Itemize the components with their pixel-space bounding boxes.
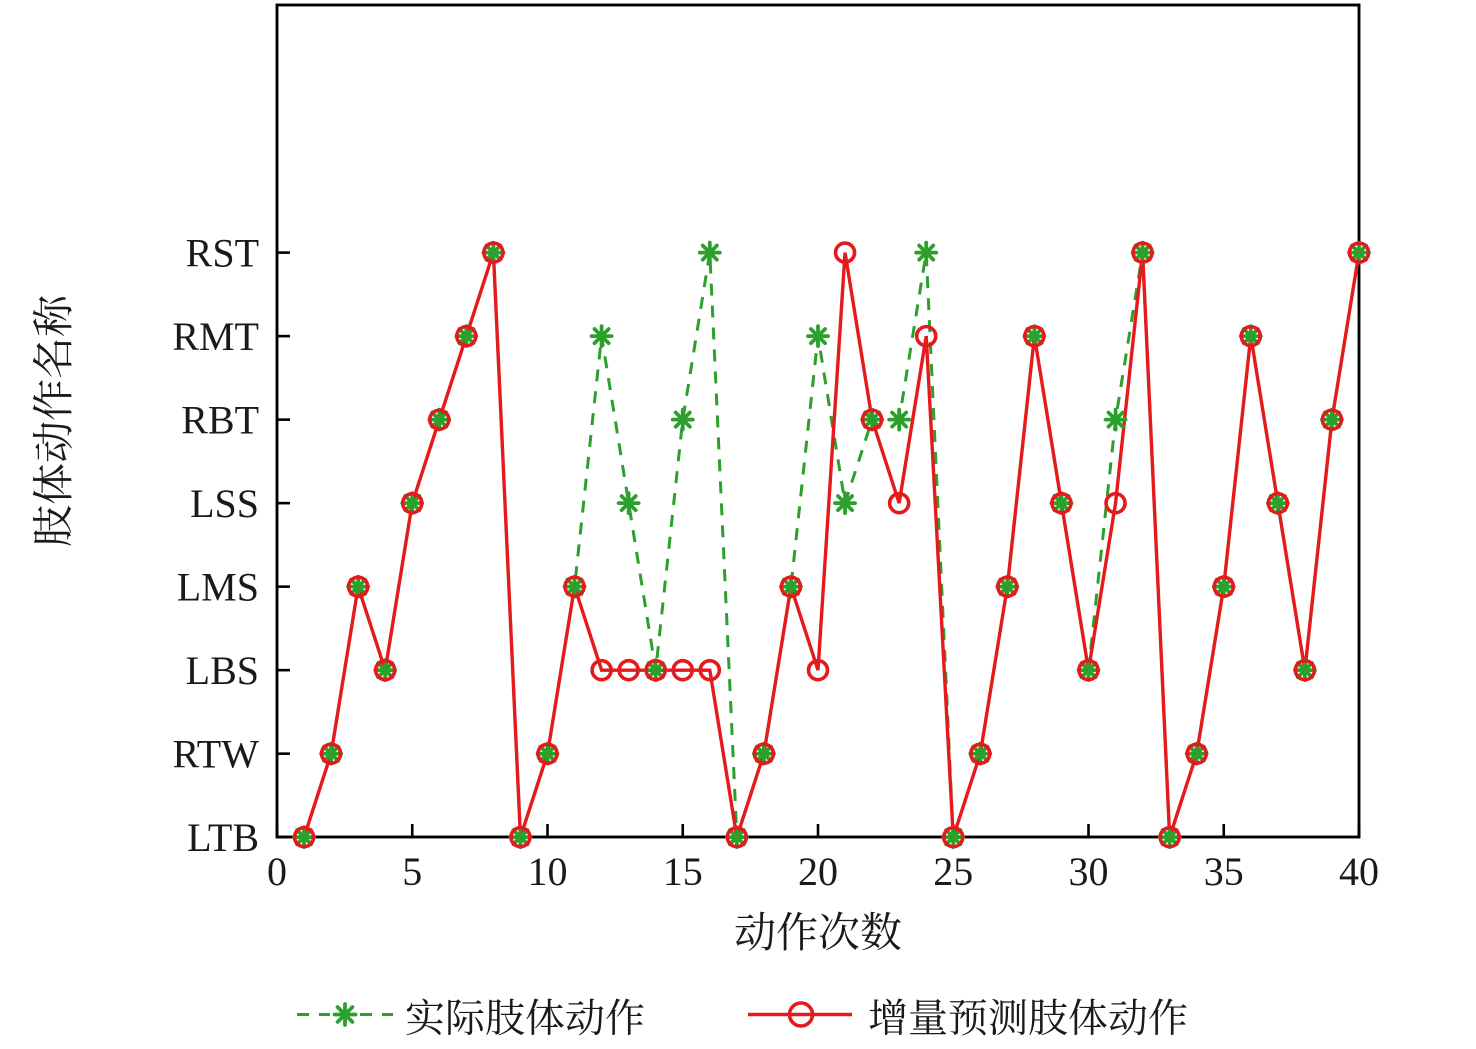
svg-text:10: 10 (528, 849, 568, 894)
svg-text:动作次数: 动作次数 (734, 911, 902, 957)
svg-text:LTB: LTB (187, 815, 259, 860)
svg-text:RST: RST (186, 231, 259, 276)
svg-text:增量预测肢体动作: 增量预测肢体动作 (868, 996, 1188, 1041)
svg-text:30: 30 (1069, 849, 1109, 894)
svg-text:35: 35 (1204, 849, 1244, 894)
svg-text:实际肢体动作: 实际肢体动作 (405, 996, 645, 1041)
svg-text:0: 0 (267, 849, 287, 894)
svg-text:15: 15 (663, 849, 703, 894)
svg-text:40: 40 (1339, 849, 1379, 894)
svg-text:RBT: RBT (181, 398, 259, 443)
svg-text:25: 25 (933, 849, 973, 894)
svg-text:RMT: RMT (172, 314, 259, 359)
svg-text:LSS: LSS (190, 481, 259, 526)
svg-text:20: 20 (798, 849, 838, 894)
svg-text:LMS: LMS (177, 565, 259, 610)
svg-text:RTW: RTW (173, 732, 260, 777)
svg-text:5: 5 (402, 849, 422, 894)
svg-text:LBS: LBS (186, 648, 259, 693)
svg-text:肢体动作名称: 肢体动作名称 (32, 295, 78, 547)
